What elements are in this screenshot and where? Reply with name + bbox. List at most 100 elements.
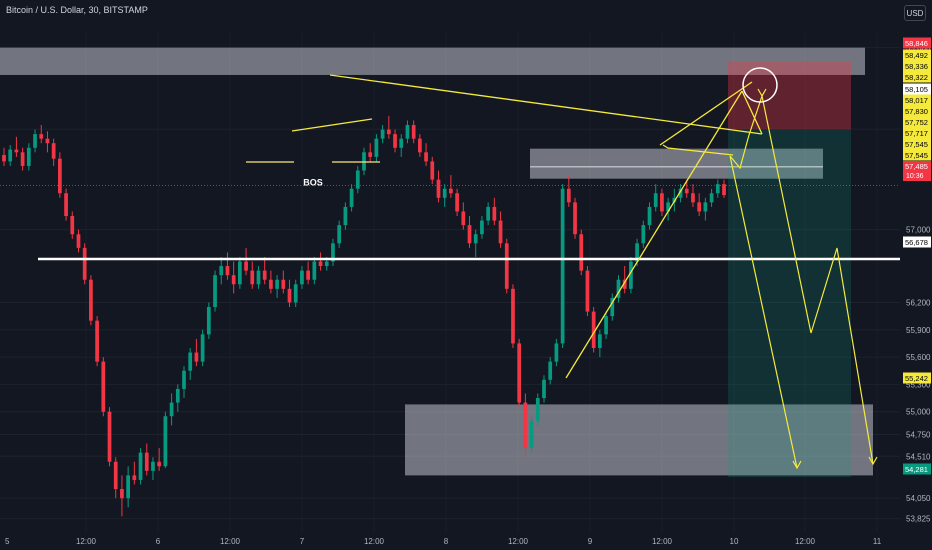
candle-body [598, 334, 602, 348]
candle-body [641, 225, 646, 244]
candle-body [411, 125, 416, 139]
candle-body [51, 143, 56, 159]
price-label-badge [903, 60, 931, 72]
candle-body [312, 261, 317, 280]
wedge-line [565, 90, 743, 379]
candle-body [95, 320, 99, 362]
price-label-text: 58,017 [905, 96, 928, 105]
candle-body [610, 297, 615, 317]
candle-body [182, 370, 186, 389]
price-label-badge [903, 83, 931, 95]
price-label-text: 58,492 [905, 51, 928, 60]
arrow-head-icon [757, 88, 767, 98]
price-label-text: 57,545 [905, 151, 928, 160]
price-label-text: 58,322 [905, 73, 928, 82]
x-tick-label: 10 [730, 537, 739, 546]
candle-body [33, 134, 37, 148]
candle-body [709, 193, 714, 203]
price-label-badge [903, 138, 931, 150]
candle-body [281, 279, 286, 289]
candle-body [591, 311, 596, 348]
trendline [329, 74, 763, 135]
price-label-badge [903, 127, 931, 139]
candle-body [76, 234, 81, 248]
candle-body [566, 188, 571, 203]
candle-body [169, 402, 174, 417]
y-tick-label: 54,510 [906, 452, 931, 461]
x-tick-label: 12:00 [652, 537, 673, 546]
candle-body [467, 225, 472, 244]
currency-button[interactable]: USD [904, 5, 926, 21]
candle-body [20, 152, 25, 166]
candle-body [486, 206, 490, 221]
candle-body [318, 261, 323, 267]
candle-body [548, 361, 553, 380]
x-tick-label: 12:00 [508, 537, 529, 546]
candle-body [604, 316, 608, 335]
candle-body [554, 343, 559, 362]
candle-body [250, 270, 255, 285]
price-label-text: 57,830 [905, 107, 928, 116]
x-tick-label: 7 [300, 537, 305, 546]
y-tick-label: 57,000 [906, 226, 931, 235]
price-label-badge [903, 372, 931, 384]
x-tick-label: 12:00 [364, 537, 385, 546]
candle-body [144, 452, 149, 471]
price-label-text: 58,336 [905, 62, 928, 71]
price-label-badge [903, 463, 931, 475]
time-axis: 5 12:00 6 12:00 7 12:00 8 12:00 9 12:00 10 12:00 11 [5, 537, 882, 546]
candle-body [58, 158, 62, 194]
candle-body [64, 193, 68, 217]
candle-body [492, 206, 497, 221]
candle-body [287, 288, 292, 303]
candle-body [560, 188, 565, 344]
candle-body [504, 243, 509, 289]
candle-body [635, 243, 639, 262]
candle-body [70, 216, 75, 235]
candle-body [45, 138, 50, 144]
candle-body [107, 411, 112, 462]
candle-body [256, 270, 261, 285]
candle-body [715, 184, 720, 194]
candle-body [418, 138, 422, 153]
wedge-line [741, 90, 763, 135]
zones [0, 47, 873, 478]
price-axis: 59,00058,10557,00056,20055,90055,60055,3… [900, 0, 932, 550]
candle-body [386, 129, 391, 135]
x-tick-label: 5 [5, 537, 10, 546]
flag-line [291, 118, 373, 132]
candle-body [163, 416, 168, 467]
candle-body [629, 261, 633, 289]
price-label-badge [903, 37, 931, 49]
candle-body [523, 402, 528, 449]
candle-body [225, 266, 230, 276]
chart-title: Bitcoin / U.S. Dollar, 30, BITSTAMP [6, 5, 148, 15]
price-label-badge [903, 116, 931, 128]
candle-body [2, 155, 6, 162]
candle-body [269, 279, 273, 289]
candle-body [498, 220, 503, 244]
candle-body [461, 211, 466, 226]
candle-body [399, 138, 404, 148]
y-tick-label: 53,825 [906, 515, 931, 524]
x-tick-label: 12:00 [76, 537, 97, 546]
candle-body [678, 188, 683, 198]
y-tick-label: 54,050 [906, 494, 931, 503]
candle-body [691, 193, 695, 203]
candle-body [480, 220, 484, 235]
candles [2, 115, 726, 517]
candle-body [616, 279, 621, 298]
price-label-text: 54,281 [905, 465, 928, 474]
candle-body [275, 279, 279, 289]
price-label-badge [903, 236, 931, 248]
price-label-text: 56,678 [905, 238, 928, 247]
candle-body [684, 188, 689, 194]
wedge-line [659, 81, 753, 146]
price-label-badge [903, 94, 931, 106]
candle-body [585, 270, 590, 312]
price-label-text: 58,105 [905, 85, 928, 94]
candle-body [151, 461, 155, 471]
candle-body [113, 461, 118, 490]
candle-body [138, 452, 143, 480]
